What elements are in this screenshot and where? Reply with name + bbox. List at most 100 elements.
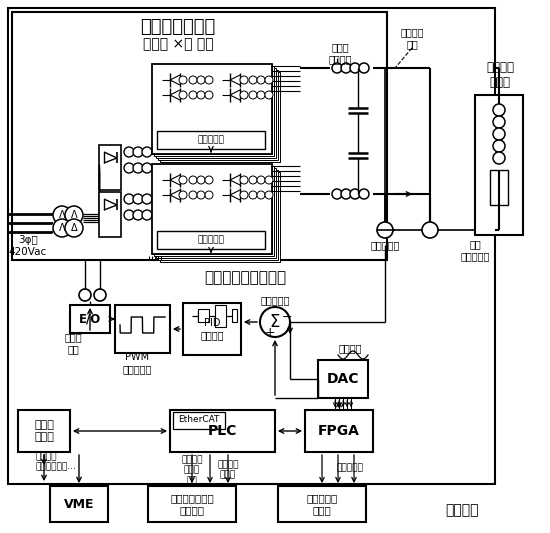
Circle shape xyxy=(124,210,134,220)
Text: E/O: E/O xyxy=(79,312,101,326)
Bar xyxy=(99,192,121,237)
Circle shape xyxy=(189,91,197,99)
Circle shape xyxy=(240,76,248,84)
Text: FPGA: FPGA xyxy=(318,424,360,438)
Bar xyxy=(305,410,373,452)
Circle shape xyxy=(359,63,369,73)
Text: スタート
トリガ: スタート トリガ xyxy=(217,461,239,480)
Bar xyxy=(152,64,272,154)
Circle shape xyxy=(142,147,152,157)
Text: 遠隔制御
データ入出力...: 遠隔制御 データ入出力... xyxy=(36,453,77,472)
Circle shape xyxy=(493,116,505,128)
Circle shape xyxy=(249,191,257,199)
Circle shape xyxy=(197,76,205,84)
Circle shape xyxy=(53,206,71,224)
Circle shape xyxy=(240,176,248,184)
Bar xyxy=(318,360,368,398)
Bar xyxy=(115,305,170,353)
Text: チョッパー回路: チョッパー回路 xyxy=(140,18,216,36)
Circle shape xyxy=(260,307,290,337)
Text: 電流モニタ: 電流モニタ xyxy=(370,240,400,250)
Bar xyxy=(198,309,209,322)
Circle shape xyxy=(257,91,265,99)
Text: Λ: Λ xyxy=(71,210,78,220)
Circle shape xyxy=(197,91,205,99)
Circle shape xyxy=(142,194,152,204)
Text: ゲート
信号: ゲート 信号 xyxy=(64,332,82,354)
Circle shape xyxy=(142,163,152,173)
Text: Δ: Δ xyxy=(71,223,78,233)
Text: タッチ
パネル: タッチ パネル xyxy=(34,420,54,442)
Circle shape xyxy=(493,152,505,164)
Bar xyxy=(50,486,108,522)
Circle shape xyxy=(197,176,205,184)
Text: Λ: Λ xyxy=(59,223,65,233)
Text: インター
ロック
信号: インター ロック 信号 xyxy=(182,455,203,485)
Circle shape xyxy=(265,176,273,184)
Circle shape xyxy=(205,91,213,99)
Circle shape xyxy=(189,176,197,184)
Text: Σ: Σ xyxy=(270,313,280,331)
Text: VME: VME xyxy=(64,497,94,511)
Circle shape xyxy=(249,76,257,84)
Text: インターロック
システム: インターロック システム xyxy=(170,493,214,515)
Circle shape xyxy=(359,189,369,199)
Circle shape xyxy=(265,91,273,99)
Bar xyxy=(156,168,276,258)
Bar xyxy=(12,12,387,260)
Circle shape xyxy=(79,289,91,301)
Circle shape xyxy=(493,140,505,152)
Circle shape xyxy=(142,210,152,220)
Circle shape xyxy=(65,206,83,224)
Text: タイミング
分配器: タイミング 分配器 xyxy=(306,493,338,515)
Text: 低周波
フィルタ: 低周波 フィルタ xyxy=(328,42,352,64)
Circle shape xyxy=(240,91,248,99)
Text: 外部機器: 外部機器 xyxy=(446,503,478,517)
Text: ２直列 ×５ 並列: ２直列 ×５ 並列 xyxy=(142,37,213,51)
Circle shape xyxy=(341,189,351,199)
Bar xyxy=(232,309,237,322)
Circle shape xyxy=(350,189,360,199)
Text: ルート信号: ルート信号 xyxy=(337,464,364,472)
Bar xyxy=(154,66,274,156)
Bar xyxy=(152,164,272,254)
Circle shape xyxy=(189,191,197,199)
Circle shape xyxy=(249,176,257,184)
Circle shape xyxy=(133,147,143,157)
Circle shape xyxy=(257,191,265,199)
Bar xyxy=(173,412,225,429)
Bar xyxy=(8,8,495,484)
Circle shape xyxy=(179,91,187,99)
Text: フィードバック回路: フィードバック回路 xyxy=(204,271,286,286)
Bar xyxy=(490,170,508,205)
Circle shape xyxy=(189,76,197,84)
Circle shape xyxy=(133,194,143,204)
Circle shape xyxy=(332,63,342,73)
Circle shape xyxy=(124,163,134,173)
Circle shape xyxy=(94,289,106,301)
Bar xyxy=(157,131,265,149)
Bar xyxy=(154,166,274,256)
Bar xyxy=(215,305,226,327)
Circle shape xyxy=(350,63,360,73)
Text: 誤差アンプ: 誤差アンプ xyxy=(260,295,290,305)
Text: PLC: PLC xyxy=(207,424,236,438)
Circle shape xyxy=(179,176,187,184)
Bar xyxy=(158,170,278,260)
Circle shape xyxy=(197,191,205,199)
Bar xyxy=(152,164,272,254)
Circle shape xyxy=(133,163,143,173)
Text: 外部
電流モニタ: 外部 電流モニタ xyxy=(460,239,490,261)
Circle shape xyxy=(205,76,213,84)
Text: 3φ－
420Vac: 3φ－ 420Vac xyxy=(9,235,47,256)
Text: −: − xyxy=(282,311,292,324)
Circle shape xyxy=(179,76,187,84)
Text: DAC: DAC xyxy=(327,372,359,386)
Circle shape xyxy=(249,91,257,99)
Bar xyxy=(160,72,280,162)
Circle shape xyxy=(65,219,83,237)
Text: Λ: Λ xyxy=(59,210,65,220)
Text: 参照波形: 参照波形 xyxy=(338,343,362,353)
Circle shape xyxy=(133,210,143,220)
Bar xyxy=(18,410,70,452)
